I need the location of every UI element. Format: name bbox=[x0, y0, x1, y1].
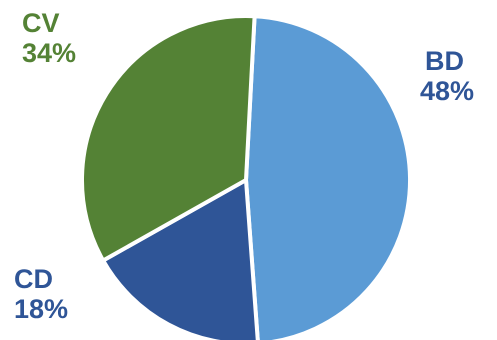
slice-percent-label-cd: 18% bbox=[14, 294, 68, 324]
pie-slices bbox=[79, 14, 413, 340]
slice-percent-label-bd: 48% bbox=[420, 76, 474, 106]
slice-percent-label-cv: 34% bbox=[22, 38, 76, 68]
pie-slice-cv bbox=[79, 14, 257, 264]
pie-slice-bd bbox=[243, 14, 413, 340]
slice-category-label-cd: CD bbox=[14, 264, 53, 294]
slice-category-label-bd: BD bbox=[425, 46, 464, 76]
slice-category-label-cv: CV bbox=[22, 8, 60, 38]
pie-slice-cd bbox=[100, 176, 260, 340]
